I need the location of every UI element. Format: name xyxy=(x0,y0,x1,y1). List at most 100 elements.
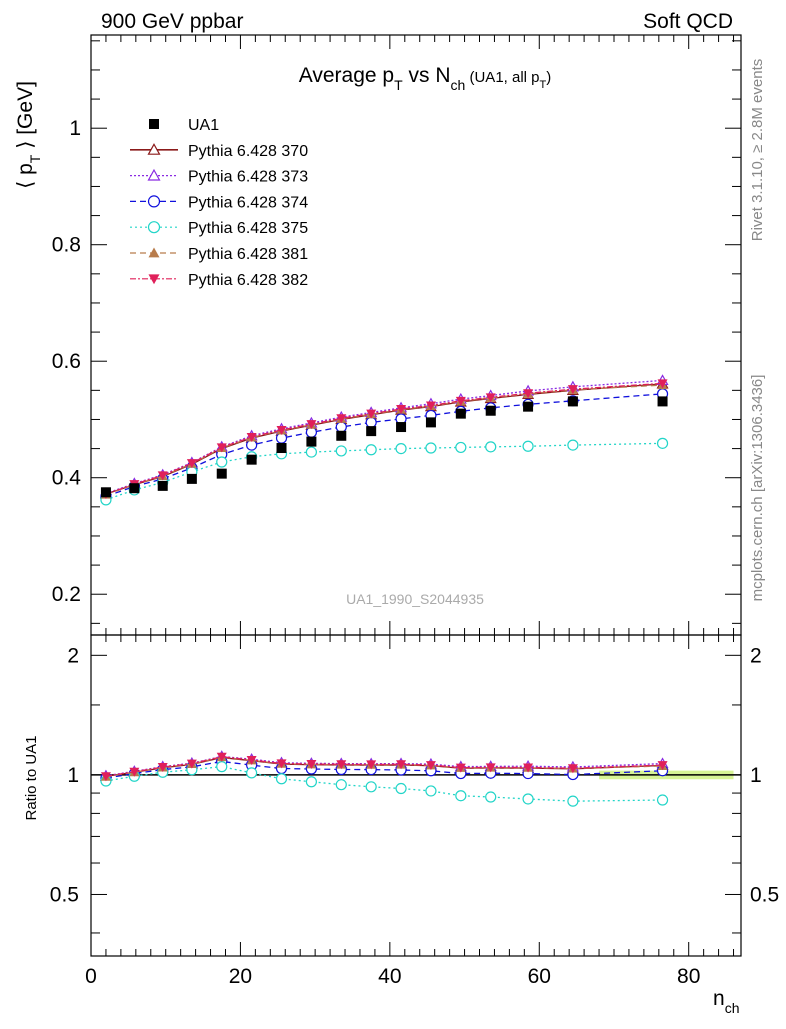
series-point-ratio-5 xyxy=(336,760,347,770)
series-point-ratio-3 xyxy=(246,767,258,779)
x-tick-label: 20 xyxy=(229,965,252,988)
x-tick-label: 80 xyxy=(677,965,700,988)
ratio-tick-label-left: 2 xyxy=(67,644,79,667)
series-point-main-5 xyxy=(425,401,436,411)
series-point-ratio-5 xyxy=(246,755,257,765)
data-point-ua1 xyxy=(396,422,407,433)
series-point-main-5 xyxy=(216,443,227,453)
legend-label-1: Pythia 6.428 373 xyxy=(188,169,308,186)
data-point-ua1 xyxy=(157,480,168,491)
series-point-ratio-5 xyxy=(306,760,317,770)
header-left: 900 GeV ppbar xyxy=(101,10,243,33)
x-tick-label: 0 xyxy=(85,965,97,988)
series-point-main-3 xyxy=(455,441,467,454)
data-point-ua1 xyxy=(216,468,227,479)
ratio-tick-label-right: 1 xyxy=(750,764,762,787)
data-point-ua1 xyxy=(366,426,377,437)
series-point-main-3 xyxy=(485,441,497,453)
series-point-ratio-3 xyxy=(216,761,228,773)
data-point-ua1 xyxy=(657,396,668,407)
x-tick-label: 60 xyxy=(528,965,551,988)
series-point-ratio-5 xyxy=(186,759,197,769)
legend-marker-5 xyxy=(148,274,160,285)
y-tick-label: 0.8 xyxy=(52,234,81,257)
series-point-ratio-5 xyxy=(366,760,377,770)
data-point-ua1 xyxy=(100,487,111,498)
series-point-main-3 xyxy=(305,446,318,458)
ratio-tick-label-right: 0.5 xyxy=(750,883,779,906)
series-point-ratio-5 xyxy=(157,763,168,773)
series-point-ratio-3 xyxy=(567,795,579,807)
series-point-ratio-3 xyxy=(275,773,288,785)
legend-marker-1 xyxy=(147,168,161,181)
series-point-main-3 xyxy=(425,442,437,454)
ratio-frame xyxy=(90,634,742,957)
legend-label-ua1: UA1 xyxy=(188,117,219,134)
series-point-main-5 xyxy=(455,396,466,406)
data-point-ua1 xyxy=(246,454,257,465)
legend-label-5: Pythia 6.428 382 xyxy=(188,272,308,289)
series-point-main-5 xyxy=(306,420,317,430)
legend-marker-4 xyxy=(148,247,160,258)
series-point-main-2 xyxy=(335,421,347,433)
series-point-main-5 xyxy=(396,404,407,414)
data-point-ua1 xyxy=(485,405,496,416)
x-tick-label: 40 xyxy=(378,965,401,988)
series-point-ratio-3 xyxy=(455,790,467,802)
series-line-ratio-3 xyxy=(105,765,663,802)
y-tick-label: 0.4 xyxy=(52,467,82,490)
chart-title: Average pT vs Nch (UA1, all pT) xyxy=(299,64,552,93)
data-point-ua1 xyxy=(129,483,140,494)
legend-label-0: Pythia 6.428 370 xyxy=(188,143,308,160)
y-axis-label: ⟨ pT ⟩ [GeV] xyxy=(14,81,43,189)
series-line-main-2 xyxy=(105,393,663,497)
data-point-ua1 xyxy=(276,443,287,454)
y-tick-label: 0.6 xyxy=(52,350,81,373)
series-point-main-5 xyxy=(567,385,578,395)
legend-label-2: Pythia 6.428 374 xyxy=(188,194,308,211)
series-point-main-5 xyxy=(336,414,347,424)
series-point-main-5 xyxy=(523,389,534,399)
series-point-ratio-3 xyxy=(305,776,318,788)
legend-marker-ua1 xyxy=(149,119,159,129)
data-point-ua1 xyxy=(336,430,347,441)
legend-label-4: Pythia 6.428 381 xyxy=(188,246,308,263)
series-point-ratio-5 xyxy=(657,761,668,771)
legend-marker-0 xyxy=(147,143,161,155)
series-point-main-5 xyxy=(366,409,377,419)
series-point-ratio-5 xyxy=(523,763,534,773)
series-point-ratio-5 xyxy=(216,752,227,762)
series-point-ratio-5 xyxy=(425,761,436,771)
main-panel: 0.2 0.4 0.6 0.8 1 xyxy=(52,34,742,649)
x-axis-label: nch xyxy=(713,987,739,1016)
series-point-ratio-3 xyxy=(335,779,347,791)
series-point-ratio-5 xyxy=(276,759,287,769)
analysis-watermark: UA1_1990_S2044935 xyxy=(346,591,484,607)
data-point-ua1 xyxy=(567,396,578,407)
series-point-main-5 xyxy=(157,471,168,481)
series-point-ratio-5 xyxy=(100,772,111,782)
series-point-main-5 xyxy=(485,393,496,403)
ratio-tick-label-right: 2 xyxy=(750,644,762,667)
y-tick-label: 0.2 xyxy=(52,583,81,606)
series-point-main-3 xyxy=(656,437,669,449)
series-point-main-5 xyxy=(186,459,197,469)
data-point-ua1 xyxy=(306,436,317,447)
series-point-main-3 xyxy=(335,445,347,457)
series-point-ratio-5 xyxy=(567,764,578,774)
data-point-ua1 xyxy=(186,473,197,484)
data-point-ua1 xyxy=(523,401,534,412)
series-point-ratio-3 xyxy=(485,791,497,803)
y-tick-label: 1 xyxy=(69,117,81,140)
series-point-main-3 xyxy=(216,456,228,468)
legend: UA1 Pythia 6.428 370 Pythia 6.428 373 Pythi… xyxy=(130,117,308,289)
ratio-tick-label-left: 1 xyxy=(67,764,79,787)
legend-label-3: Pythia 6.428 375 xyxy=(188,220,308,237)
side-label-mcplots: mcplots.cern.ch [arXiv:1306.3436] xyxy=(749,375,766,602)
series-point-ratio-5 xyxy=(485,763,496,773)
series-point-main-5 xyxy=(246,432,257,442)
series-point-ratio-5 xyxy=(396,760,407,770)
series-point-main-3 xyxy=(395,442,407,455)
legend-marker-2 xyxy=(147,195,161,208)
